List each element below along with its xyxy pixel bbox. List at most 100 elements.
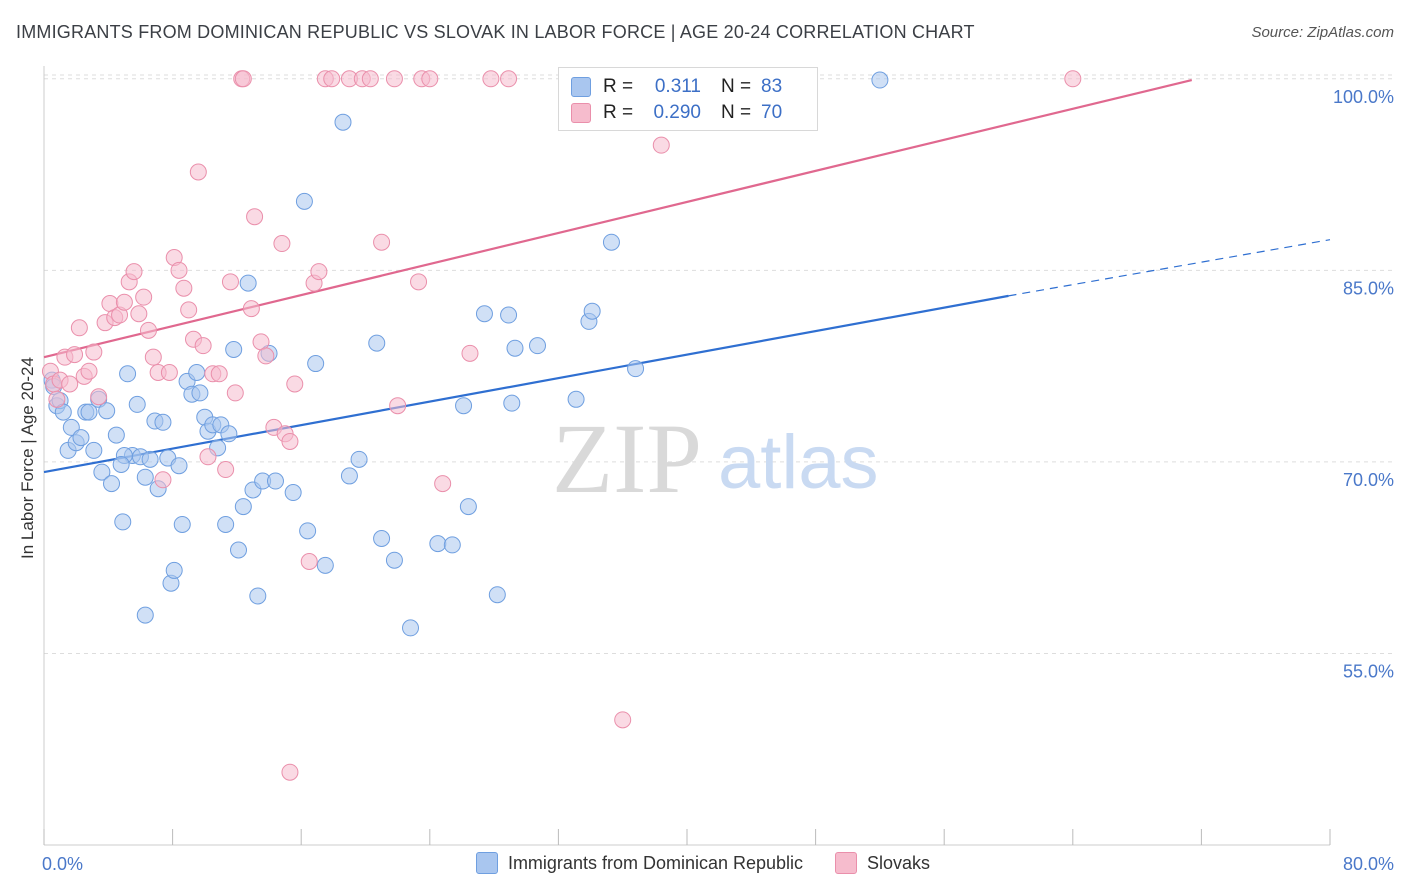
data-point [141, 450, 159, 468]
data-point [85, 343, 103, 361]
data-point [316, 556, 334, 574]
data-point [85, 441, 103, 459]
stats-legend: R = 0.311 N = 83 R = 0.290 N = 70 [558, 67, 818, 131]
series-legend: Immigrants from Dominican Republic Slova… [0, 852, 1406, 874]
x-tick-label-max: 80.0% [1343, 854, 1394, 874]
legend-item-slovaks[interactable]: Slovaks [835, 852, 930, 874]
data-point [627, 360, 645, 378]
data-point [70, 319, 88, 337]
data-point [217, 515, 235, 533]
n-label: N = [721, 76, 752, 97]
data-point [103, 475, 121, 493]
data-point [136, 606, 154, 624]
data-point [482, 70, 500, 88]
data-point [220, 425, 238, 443]
axes [43, 66, 1331, 846]
data-point [368, 334, 386, 352]
data-point [443, 536, 461, 554]
chart-title: IMMIGRANTS FROM DOMINICAN REPUBLIC VS SL… [16, 22, 975, 42]
data-point [175, 279, 193, 297]
series-slovaks [41, 70, 1082, 781]
r-value: 0.290 [653, 102, 701, 123]
data-point [217, 461, 235, 479]
stats-row-dominican: R = 0.311 N = 83 [571, 74, 782, 100]
blue-swatch [475, 852, 498, 874]
y-tick-label: 55.0% [1343, 661, 1394, 681]
trend-line-extension-blue [1008, 239, 1331, 297]
data-point [112, 455, 130, 473]
data-point [139, 321, 157, 339]
data-point [239, 274, 257, 292]
data-point [602, 233, 620, 251]
legend-label: Slovaks [867, 852, 931, 873]
data-point [506, 339, 524, 357]
data-point [257, 347, 275, 365]
data-point [334, 113, 352, 131]
data-point [310, 263, 328, 281]
data-point [98, 402, 116, 420]
data-point [614, 711, 632, 729]
data-point [173, 515, 191, 533]
data-point [340, 467, 358, 485]
data-point [323, 70, 341, 88]
trend-line-blue [43, 294, 1009, 474]
legend-label: Immigrants from Dominican Republic [507, 852, 804, 873]
watermark-atlas: atlas [718, 420, 879, 505]
data-point [429, 535, 447, 553]
data-point [286, 375, 304, 393]
data-point [136, 468, 154, 486]
data-point [500, 306, 518, 324]
y-tick-label: 100.0% [1333, 87, 1394, 107]
data-point [72, 429, 90, 447]
trend-lines [43, 78, 1331, 474]
data-point [125, 263, 143, 281]
data-point [350, 450, 368, 468]
data-point [135, 288, 153, 306]
r-value: 0.311 [654, 76, 701, 97]
data-point [385, 551, 403, 569]
data-point [180, 301, 198, 319]
data-point [170, 261, 188, 279]
data-point [199, 448, 217, 466]
data-point [583, 302, 601, 320]
trend-line-pink [43, 78, 1193, 359]
x-tick-label-min: 0.0% [42, 854, 83, 874]
data-point [80, 362, 98, 380]
n-label: N = [721, 102, 752, 123]
pink-swatch [835, 852, 858, 874]
grid-lines [44, 74, 1394, 654]
data-point [114, 513, 132, 531]
data-point [652, 136, 670, 154]
data-point [234, 498, 252, 516]
data-point [188, 363, 206, 381]
data-point [475, 305, 493, 323]
data-point [459, 498, 477, 516]
data-point [194, 337, 212, 355]
source-label: Source: ZipAtlas.com [1251, 24, 1394, 41]
data-point [80, 403, 98, 421]
data-point [221, 273, 239, 291]
data-point [170, 457, 188, 475]
data-point [402, 619, 420, 637]
data-point [266, 472, 284, 490]
tick-labels: 55.0% 70.0% 85.0% 100.0% 0.0% 80.0% [42, 87, 1394, 874]
data-point [48, 390, 66, 408]
data-point [299, 522, 317, 540]
data-point [189, 163, 207, 181]
y-tick-label: 85.0% [1343, 278, 1394, 298]
data-point [119, 365, 137, 383]
data-point [295, 192, 313, 210]
data-point [234, 70, 252, 88]
data-point [1064, 70, 1082, 88]
data-point [281, 763, 299, 781]
data-point [128, 395, 146, 413]
data-point [115, 293, 133, 311]
data-point [165, 561, 183, 579]
data-point [373, 233, 391, 251]
data-point [284, 484, 302, 502]
data-point [154, 471, 172, 489]
legend-item-dominican[interactable]: Immigrants from Dominican Republic [475, 852, 804, 874]
data-point [160, 363, 178, 381]
data-point [107, 426, 125, 444]
